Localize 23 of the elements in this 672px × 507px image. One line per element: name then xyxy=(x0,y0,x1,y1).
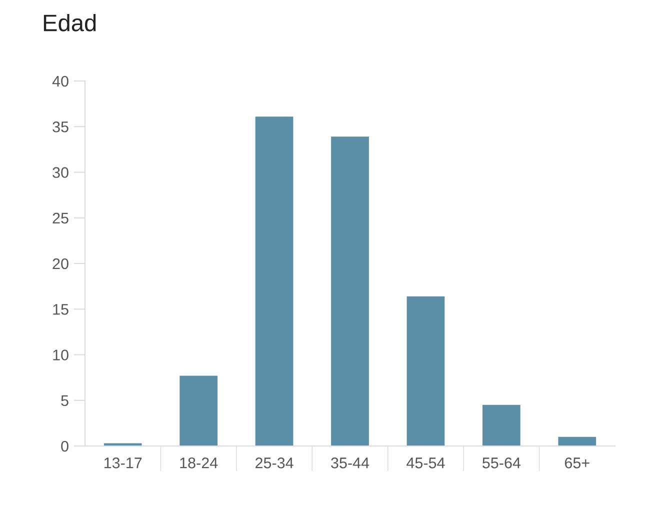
bar xyxy=(406,296,445,446)
y-tick-label: 0 xyxy=(61,440,68,452)
x-tick-label: 65+ xyxy=(564,458,590,468)
y-tick-label: 40 xyxy=(52,76,68,87)
y-tick-label: 10 xyxy=(53,350,68,360)
y-tick-label: 15 xyxy=(53,304,68,315)
x-tick-label: 45-54 xyxy=(406,458,445,468)
y-tick-label: 20 xyxy=(52,258,68,270)
x-tick-label: 25-34 xyxy=(256,458,294,468)
bar xyxy=(180,376,218,446)
x-tick-label: 55-64 xyxy=(482,458,521,468)
bar xyxy=(482,404,520,446)
x-tick-label: 35-44 xyxy=(331,458,370,468)
y-tick-label: 5 xyxy=(61,395,68,406)
bar xyxy=(255,116,294,446)
chart-title: Edad xyxy=(44,14,96,32)
y-tick-label: 35 xyxy=(52,121,68,132)
x-tick-label: 18-24 xyxy=(180,458,218,468)
x-tick-label: 13-17 xyxy=(104,458,142,468)
bar xyxy=(331,136,369,446)
bar xyxy=(558,436,596,446)
y-tick-label: 25 xyxy=(52,212,68,224)
y-tick-label: 30 xyxy=(52,167,68,178)
